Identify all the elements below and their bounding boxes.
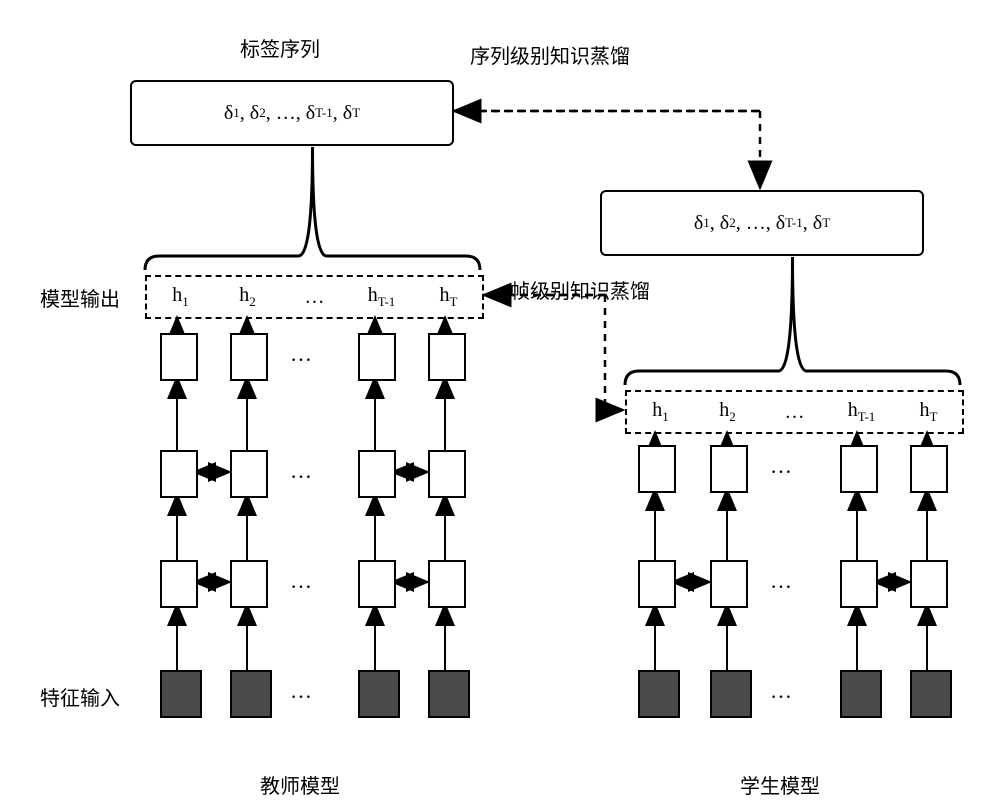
hidden-node	[840, 445, 878, 493]
label-feature-input: 特征输入	[40, 682, 120, 711]
teacher-output-box: h1h2…hT-1hT	[145, 275, 484, 319]
ellipsis: …	[770, 453, 794, 479]
label-model-output: 模型输出	[40, 283, 120, 312]
hidden-node	[710, 560, 748, 608]
hidden-node	[638, 445, 676, 493]
label-frame-kd: 帧级别知识蒸馏	[510, 275, 650, 304]
input-node	[358, 670, 400, 718]
hidden-node	[160, 450, 198, 498]
teacher-sequence-box: δ1, δ2, …, δT-1, δT	[130, 80, 454, 146]
hidden-node	[428, 333, 466, 381]
ellipsis: …	[290, 458, 314, 484]
label-sequence-kd: 序列级别知识蒸馏	[470, 40, 630, 69]
hidden-node	[358, 333, 396, 381]
label-sequence-title: 标签序列	[240, 33, 320, 62]
student-output-box: h1h2…hT-1hT	[625, 390, 964, 434]
hidden-node	[358, 450, 396, 498]
input-node	[428, 670, 470, 718]
hidden-node	[230, 560, 268, 608]
input-node	[638, 670, 680, 718]
hidden-node	[230, 333, 268, 381]
ellipsis: …	[770, 678, 794, 704]
hidden-node	[428, 560, 466, 608]
hidden-node	[358, 560, 396, 608]
ellipsis: …	[290, 678, 314, 704]
hidden-node	[910, 445, 948, 493]
hidden-node	[428, 450, 466, 498]
ellipsis: …	[290, 568, 314, 594]
ellipsis: …	[290, 341, 314, 367]
input-node	[710, 670, 752, 718]
student-sequence-box: δ1, δ2, …, δT-1, δT	[600, 190, 924, 256]
label-teacher-model: 教师模型	[260, 770, 340, 799]
hidden-node	[638, 560, 676, 608]
hidden-node	[160, 560, 198, 608]
hidden-node	[160, 333, 198, 381]
ellipsis: …	[770, 568, 794, 594]
label-student-model: 学生模型	[740, 770, 820, 799]
hidden-node	[910, 560, 948, 608]
input-node	[160, 670, 202, 718]
input-node	[910, 670, 952, 718]
input-node	[230, 670, 272, 718]
hidden-node	[710, 445, 748, 493]
hidden-node	[840, 560, 878, 608]
hidden-node	[230, 450, 268, 498]
input-node	[840, 670, 882, 718]
